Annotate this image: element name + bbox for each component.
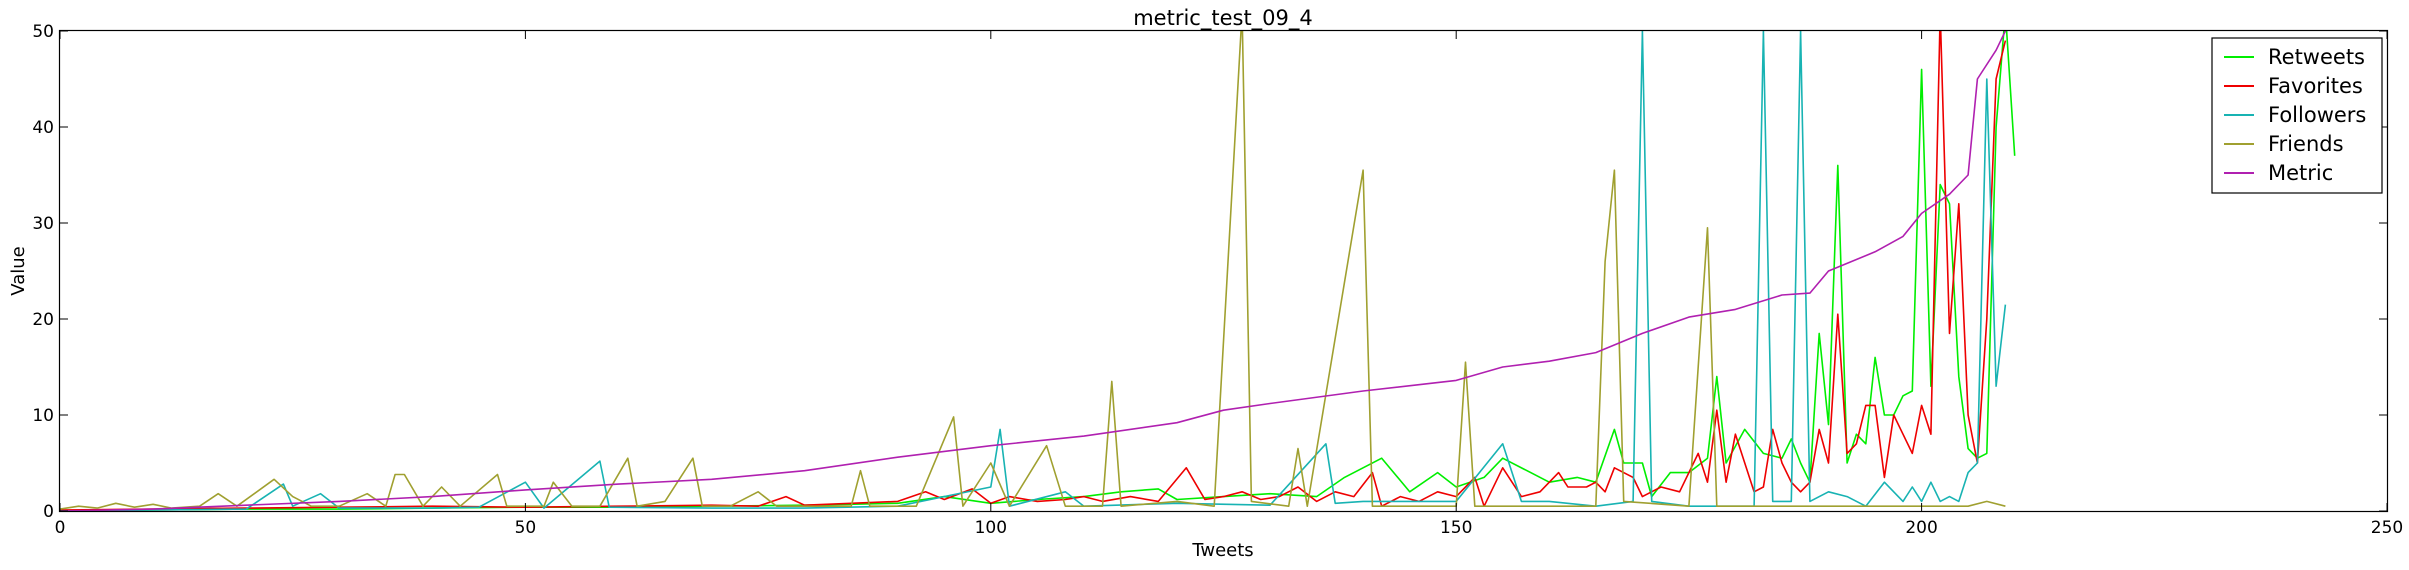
y-tick-label: 50 bbox=[32, 22, 54, 42]
x-axis-label: Tweets bbox=[1191, 540, 1253, 561]
axes-background bbox=[59, 30, 2388, 512]
legend: Retweets Favorites Followers Friends Metric bbox=[2211, 37, 2383, 194]
chart-title: metric_test_09_4 bbox=[1133, 6, 1313, 31]
series-line-followers bbox=[60, 31, 2007, 511]
y-tick-label: 40 bbox=[32, 118, 54, 138]
series-lines bbox=[60, 31, 2016, 511]
y-tick-label: 30 bbox=[32, 214, 54, 234]
series-line-friends bbox=[60, 31, 2006, 510]
legend-label-followers: Followers bbox=[2268, 103, 2366, 127]
x-tick-label: 100 bbox=[975, 518, 1007, 538]
legend-label-favorites: Favorites bbox=[2268, 74, 2363, 98]
legend-label-metric: Metric bbox=[2268, 161, 2333, 185]
x-tick-label: 150 bbox=[1440, 518, 1472, 538]
legend-label-retweets: Retweets bbox=[2268, 45, 2365, 69]
series-line-retweets bbox=[60, 31, 2016, 511]
x-tick-label: 200 bbox=[1905, 518, 1937, 538]
axis-ticks: 0 50 100 150 200 250 0 10 20 30 40 50 bbox=[32, 22, 2403, 538]
axes-frame bbox=[58, 29, 2389, 513]
series-line-metric bbox=[60, 31, 2007, 511]
x-tick-label: 50 bbox=[515, 518, 537, 538]
x-tick-label: 250 bbox=[2371, 518, 2403, 538]
y-tick-label: 20 bbox=[32, 310, 54, 330]
y-tick-label: 10 bbox=[32, 406, 54, 426]
legend-label-friends: Friends bbox=[2268, 132, 2344, 156]
y-tick-label: 0 bbox=[43, 502, 54, 522]
y-axis-label: Value bbox=[8, 246, 29, 295]
plot-area: 0 50 100 150 200 250 0 10 20 30 40 50 bbox=[32, 22, 2403, 538]
x-tick-label: 0 bbox=[55, 518, 66, 538]
